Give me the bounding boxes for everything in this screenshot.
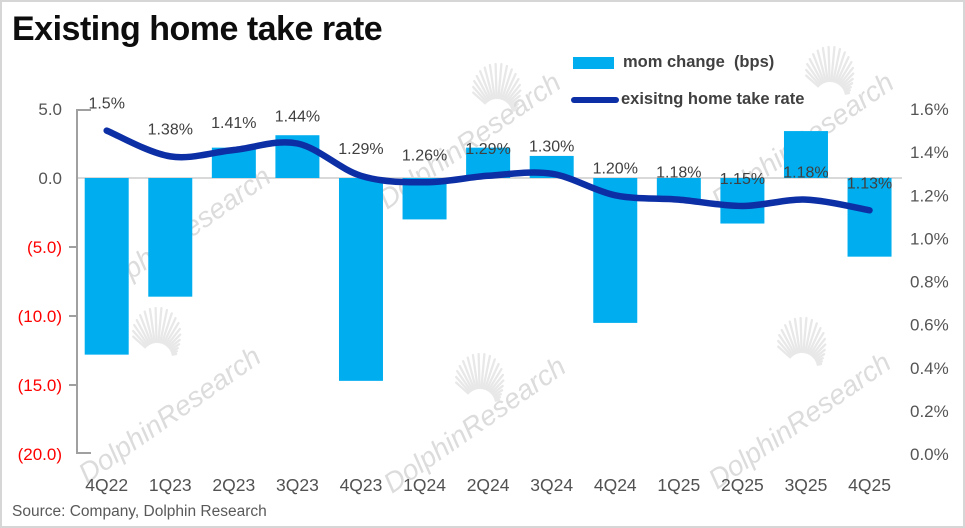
data-label-3Q23: 1.44% bbox=[275, 109, 320, 126]
watermark-logo-icon bbox=[455, 352, 505, 402]
left-axis-tick-label: 5.0 bbox=[38, 100, 62, 119]
right-axis-tick-label: 0.0% bbox=[910, 445, 949, 464]
bar-4Q23 bbox=[338, 178, 383, 381]
line-series bbox=[103, 127, 873, 214]
watermark-logo-icon bbox=[805, 45, 855, 95]
bar-3Q25 bbox=[783, 131, 828, 178]
right-axis-tick-label: 0.6% bbox=[910, 316, 949, 335]
data-label-2Q24: 1.29% bbox=[465, 141, 510, 158]
x-axis-label-2Q24: 2Q24 bbox=[467, 475, 510, 495]
right-axis-tick-label: 1.2% bbox=[910, 186, 949, 205]
x-axis-label-3Q25: 3Q25 bbox=[785, 475, 828, 495]
watermark-logo-icon bbox=[777, 316, 827, 366]
right-axis-tick-label: 0.4% bbox=[910, 359, 949, 378]
data-label-3Q25: 1.18% bbox=[783, 165, 828, 182]
x-axis-label-1Q25: 1Q25 bbox=[657, 475, 700, 495]
axis-layer: 5.0 0.0 (5.0) (10.0) (15.0) (20.0) 1.6% 1.4% 1.2… bbox=[18, 100, 949, 495]
data-label-4Q22: 1.5% bbox=[88, 96, 124, 113]
left-axis-tick-label: (20.0) bbox=[18, 445, 62, 464]
watermark-logo-icon bbox=[132, 306, 182, 356]
x-axis-label-1Q23: 1Q23 bbox=[149, 475, 192, 495]
data-label-layer: 1.5% 1.38% 1.41% 1.44% 1.29% 1.26% 1.29% 1.30% 1… bbox=[88, 96, 892, 193]
take-rate-line bbox=[103, 127, 873, 214]
legend-item-take-rate: exisitng home take rate bbox=[571, 90, 804, 109]
data-label-1Q23: 1.38% bbox=[148, 121, 193, 138]
x-axis-label-1Q24: 1Q24 bbox=[403, 475, 446, 495]
left-axis-tick-label: (10.0) bbox=[18, 307, 62, 326]
legend-item-mom-change: mom change (bps) bbox=[573, 53, 774, 72]
data-label-1Q24: 1.26% bbox=[402, 147, 447, 164]
bar-series bbox=[84, 131, 892, 381]
left-axis-tick-label: (15.0) bbox=[18, 376, 62, 395]
legend-label-take-rate: exisitng home take rate bbox=[621, 90, 805, 108]
right-axis-tick-label: 1.6% bbox=[910, 100, 949, 119]
bar-1Q23 bbox=[148, 178, 193, 297]
x-axis-label-3Q23: 3Q23 bbox=[276, 475, 319, 495]
left-axis-tick-label: 0.0 bbox=[38, 169, 62, 188]
x-axis-label-4Q22: 4Q22 bbox=[85, 475, 128, 495]
bar-2Q25 bbox=[720, 178, 765, 224]
legend-bar-swatch-icon bbox=[573, 56, 614, 69]
right-axis-tick-label: 0.2% bbox=[910, 402, 949, 421]
right-axis-tick-label: 0.8% bbox=[910, 273, 949, 292]
data-label-4Q25: 1.13% bbox=[847, 175, 892, 192]
bar-4Q24 bbox=[593, 178, 638, 323]
x-axis-label-2Q25: 2Q25 bbox=[721, 475, 764, 495]
bar-4Q22 bbox=[84, 178, 129, 355]
data-label-2Q25: 1.15% bbox=[720, 171, 765, 188]
right-axis-tick-label: 1.4% bbox=[910, 143, 949, 162]
right-axis-tick-label: 1.0% bbox=[910, 229, 949, 248]
x-axis-label-4Q23: 4Q23 bbox=[340, 475, 383, 495]
legend-line-swatch-icon bbox=[571, 96, 619, 103]
bar-4Q25 bbox=[847, 178, 892, 257]
watermark-text: DolphinResearch bbox=[703, 346, 897, 495]
x-axis-label-4Q25: 4Q25 bbox=[848, 475, 891, 495]
x-axis-label-4Q24: 4Q24 bbox=[594, 475, 637, 495]
data-label-3Q24: 1.30% bbox=[529, 139, 574, 156]
watermark-logo-icon bbox=[472, 62, 522, 112]
data-label-4Q24: 1.20% bbox=[593, 160, 638, 177]
left-axis-tick-label: (5.0) bbox=[27, 238, 62, 257]
chart-title: Existing home take rate bbox=[12, 10, 383, 48]
source-note: Source: Company, Dolphin Research bbox=[12, 503, 267, 520]
x-axis-label-2Q23: 2Q23 bbox=[212, 475, 255, 495]
bar-1Q25 bbox=[656, 178, 701, 201]
legend-label-mom-change: mom change (bps) bbox=[623, 53, 775, 71]
data-label-4Q23: 1.29% bbox=[338, 141, 383, 158]
data-label-1Q25: 1.18% bbox=[656, 165, 701, 182]
x-axis-label-3Q24: 3Q24 bbox=[530, 475, 573, 495]
data-label-2Q23: 1.41% bbox=[211, 115, 256, 132]
watermark-text: DolphinResearch bbox=[73, 340, 267, 489]
